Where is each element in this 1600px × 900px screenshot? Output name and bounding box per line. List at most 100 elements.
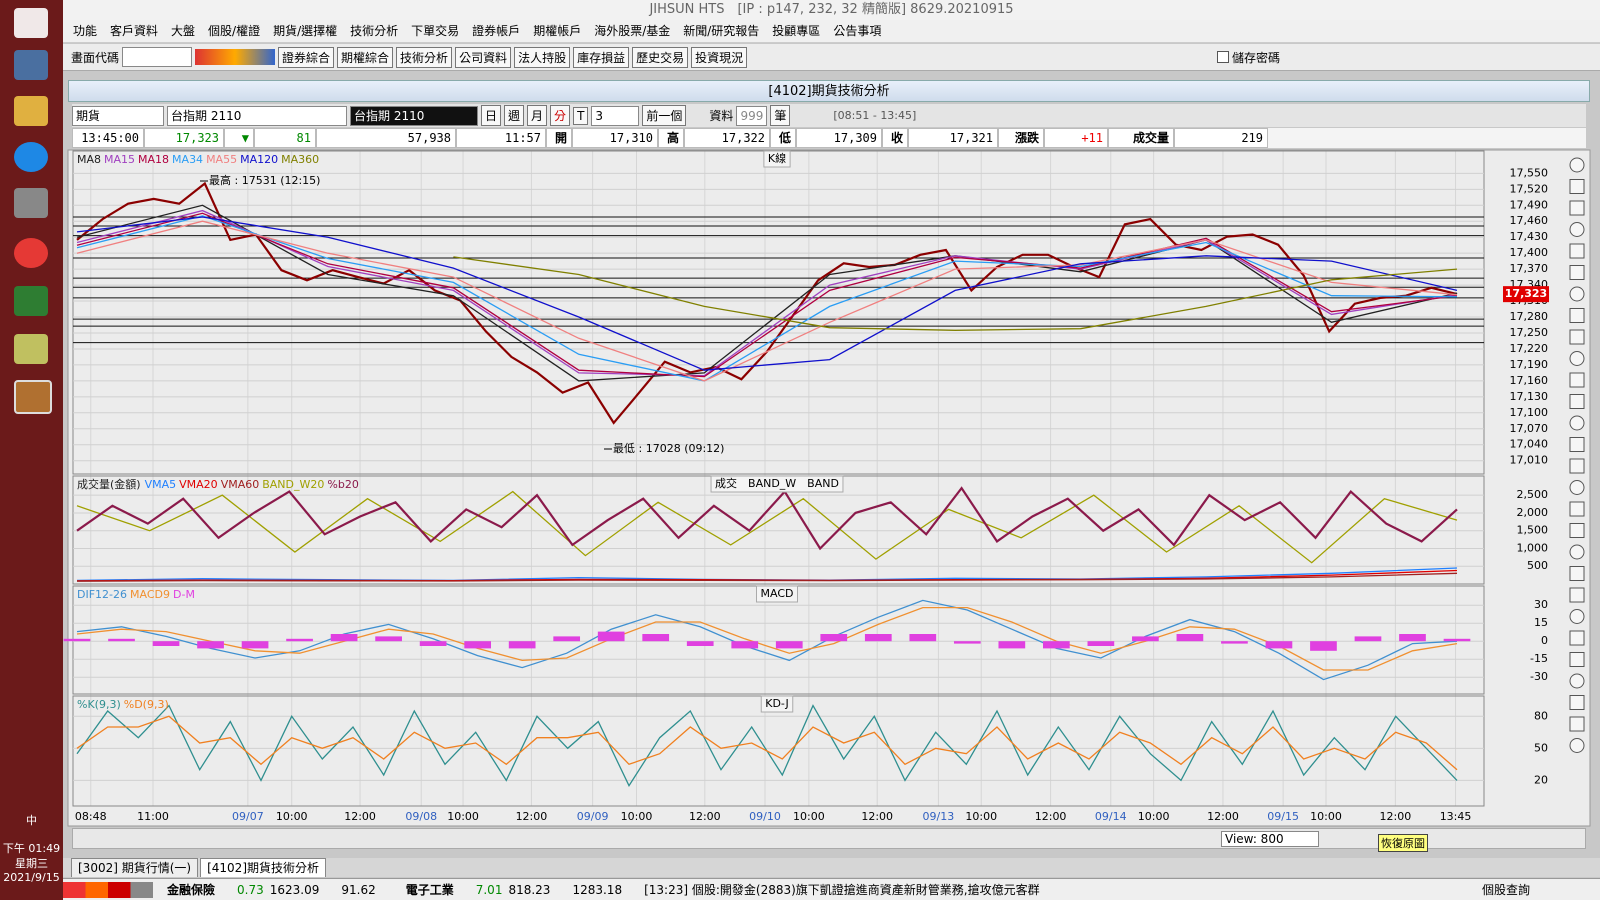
tool-icon[interactable] <box>1569 480 1585 495</box>
code-label: 畫面代碼 <box>71 50 120 65</box>
histogram-bar <box>286 638 313 642</box>
menu-item[interactable]: 大盤 <box>171 24 196 38</box>
toolbar-button[interactable]: 期權綜合 <box>337 46 394 68</box>
tool-icon[interactable] <box>1569 372 1585 388</box>
histogram-bar <box>953 641 981 644</box>
toolbar-button[interactable]: 證券綜合 <box>278 46 335 68</box>
x-tick-label: 09/08 <box>405 810 437 823</box>
tab[interactable]: [4102]期貨技術分析 <box>200 858 326 877</box>
tool-icon[interactable] <box>1569 415 1585 431</box>
tool-icon[interactable] <box>1569 587 1585 603</box>
toolbar-button[interactable]: 庫存損益 <box>573 46 630 68</box>
clock-date: 2021/9/15 <box>3 871 60 884</box>
tool-icon[interactable] <box>1569 523 1585 538</box>
tab[interactable]: [3002] 期貨行情(一) <box>71 858 199 877</box>
tool-icon[interactable] <box>1569 179 1585 194</box>
tool-icon[interactable] <box>1569 265 1585 280</box>
sector-change: 7.01 <box>475 882 503 897</box>
app-icon[interactable] <box>14 188 48 218</box>
app-icon[interactable] <box>14 286 48 316</box>
menu-item[interactable]: 證券帳戶 <box>472 24 521 38</box>
app-icon[interactable] <box>14 334 48 364</box>
app-icon[interactable] <box>14 238 48 268</box>
symbol-input[interactable]: 台指期 2110 <box>167 105 347 126</box>
stock-lookup[interactable]: 個股查詢 <box>1481 883 1530 897</box>
tool-icon[interactable] <box>1569 243 1585 259</box>
x-tick-label: 09/15 <box>1267 810 1299 823</box>
legend-item: VMA5 <box>145 478 177 491</box>
app-icon[interactable] <box>14 96 48 126</box>
y-tick-label: 17,370 <box>1510 262 1549 275</box>
tool-icon[interactable] <box>1569 200 1585 216</box>
tool-icon[interactable] <box>1569 501 1585 517</box>
menu-item[interactable]: 海外股票/基金 <box>594 24 671 38</box>
sector-name: 電子工業 <box>405 883 454 897</box>
tool-icon[interactable] <box>1569 566 1585 581</box>
tool-icon[interactable] <box>1569 157 1585 173</box>
histogram-bar <box>597 631 625 642</box>
tool-icon[interactable] <box>1569 609 1585 624</box>
histogram-bar <box>553 636 581 642</box>
menu-item[interactable]: 期貨/選擇權 <box>273 24 338 38</box>
menu-item[interactable]: 客戶資料 <box>110 24 159 38</box>
checkbox[interactable] <box>1216 51 1229 63</box>
tool-icon[interactable] <box>1569 458 1585 474</box>
x-tick-label: 10:00 <box>1138 810 1170 823</box>
tool-icon[interactable] <box>1569 652 1585 667</box>
tool-icon[interactable] <box>1569 544 1585 560</box>
x-tick-label: 10:00 <box>1310 810 1342 823</box>
y-tick-label: 0 <box>1541 634 1548 647</box>
toolbar-button[interactable]: 歷史交易 <box>632 46 689 68</box>
tool-icon[interactable] <box>1569 738 1585 753</box>
menu-item[interactable]: 投顧專區 <box>772 24 821 38</box>
toolbar-button[interactable]: 法人持股 <box>514 46 571 68</box>
tool-icon[interactable] <box>1569 630 1585 646</box>
period-button[interactable]: 分 <box>550 105 571 126</box>
y-tick-label: -15 <box>1530 652 1548 665</box>
toolbar-button[interactable]: 投資現況 <box>691 46 748 68</box>
symbol-display: 台指期 2110 <box>350 105 478 126</box>
menu-item[interactable]: 技術分析 <box>350 24 399 38</box>
tool-icon[interactable] <box>1569 329 1585 345</box>
start-icon[interactable] <box>14 8 48 38</box>
menu-item[interactable]: 公告事項 <box>833 24 882 38</box>
period-button[interactable]: T <box>573 106 589 125</box>
period-button[interactable]: 日 <box>481 105 502 126</box>
menu-item[interactable]: 新聞/研究報告 <box>683 24 760 38</box>
code-input[interactable] <box>122 47 193 67</box>
app-icon[interactable] <box>14 50 48 80</box>
y-tick-label: 1,000 <box>1517 541 1549 554</box>
toolbar-button[interactable]: 技術分析 <box>396 46 453 68</box>
menu-item[interactable]: 下單交易 <box>411 24 460 38</box>
market-select[interactable]: 期貨 <box>72 105 164 126</box>
histogram-bar <box>1087 641 1115 646</box>
menu-item[interactable]: 個股/權證 <box>208 24 261 38</box>
tool-icon[interactable] <box>1569 286 1585 302</box>
tool-icon[interactable] <box>1569 673 1585 689</box>
annotation: 最高 : 17531 (12:15) <box>209 173 320 187</box>
sector-name: 金融保險 <box>167 883 216 897</box>
y-tick-label: -30 <box>1530 670 1548 683</box>
data-count[interactable]: 999 <box>736 105 768 126</box>
panel-label-box <box>763 150 791 168</box>
period-button[interactable]: 週 <box>504 105 525 126</box>
tool-icon[interactable] <box>1569 394 1585 409</box>
menu-item[interactable]: 期權帳戶 <box>533 24 582 38</box>
tool-icon[interactable] <box>1569 222 1585 237</box>
tool-icon[interactable] <box>1569 437 1585 452</box>
tool-icon[interactable] <box>1569 308 1585 323</box>
series-line <box>76 212 1458 378</box>
toolbar-button[interactable]: 公司資料 <box>455 46 512 68</box>
sector-index: 818.23 <box>508 882 551 897</box>
menu-item[interactable]: 功能 <box>73 24 98 38</box>
app-icon[interactable] <box>14 142 48 172</box>
icon-strip <box>195 49 276 65</box>
prev-button[interactable]: 前一個 <box>642 105 687 126</box>
app-icon[interactable] <box>14 380 52 414</box>
scrollbar[interactable]: View: 800 恢復原圖 <box>72 828 1586 852</box>
period-button[interactable]: 月 <box>527 105 548 126</box>
interval-select[interactable]: 3 <box>591 105 640 126</box>
tool-icon[interactable] <box>1569 716 1585 732</box>
tool-icon[interactable] <box>1569 351 1585 366</box>
tool-icon[interactable] <box>1569 695 1585 710</box>
